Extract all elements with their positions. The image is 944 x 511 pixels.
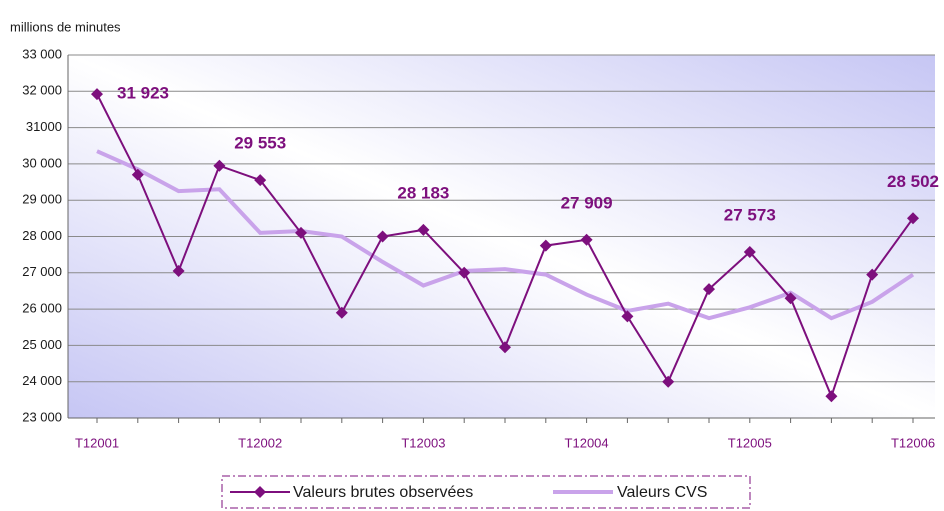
- y-tick-label: 26 000: [22, 301, 62, 316]
- y-tick-label: 33 000: [22, 46, 62, 61]
- legend-label: Valeurs brutes observées: [293, 484, 473, 501]
- legend-marker: [254, 486, 266, 498]
- marker: [703, 283, 715, 296]
- y-tick-label: 29 000: [22, 192, 62, 207]
- data-label: 31 923: [117, 84, 169, 103]
- data-label: 29 553: [234, 134, 286, 153]
- data-label: 28 183: [397, 183, 449, 202]
- marker: [417, 223, 430, 236]
- y-tick-label: 32 000: [22, 83, 62, 98]
- x-tick-label: T12002: [238, 435, 282, 450]
- marker: [91, 88, 103, 101]
- data-label: 27 573: [724, 205, 776, 224]
- marker: [662, 375, 675, 388]
- marker: [743, 246, 756, 259]
- x-tick-label: T12005: [728, 435, 772, 450]
- marker: [376, 230, 389, 243]
- marker: [580, 233, 593, 246]
- legend-box: [221, 475, 751, 509]
- marker: [784, 292, 797, 305]
- x-tick-label: T12004: [565, 435, 609, 450]
- marker: [499, 341, 511, 354]
- y-tick-label: 24 000: [22, 373, 62, 388]
- x-tick-label: T12006: [891, 435, 935, 450]
- marker: [254, 174, 267, 187]
- marker: [172, 264, 185, 277]
- marker: [866, 268, 879, 281]
- y-tick-label: 25 000: [22, 337, 62, 352]
- cvs-line: [96, 149, 915, 321]
- marker: [825, 390, 838, 403]
- marker: [458, 266, 471, 279]
- data-label: 28 502: [887, 172, 939, 191]
- marker: [907, 212, 919, 225]
- y-tick-label: 23 000: [22, 409, 62, 424]
- y-tick-label: 30 000: [22, 155, 62, 170]
- marker: [131, 168, 144, 181]
- y-tick-label: 31000: [26, 119, 62, 134]
- x-tick-label: T12001: [75, 435, 119, 450]
- y-tick-label: 27 000: [22, 264, 62, 279]
- legend-label: Valeurs CVS: [617, 484, 707, 501]
- data-label: 27 909: [561, 193, 613, 212]
- marker: [335, 306, 348, 319]
- y-tick-label: 28 000: [22, 228, 62, 243]
- y-axis-label: millions de minutes: [10, 19, 121, 34]
- marker: [295, 226, 307, 239]
- marker: [539, 239, 552, 252]
- marker: [213, 159, 226, 172]
- marker: [621, 310, 634, 323]
- x-tick-label: T12003: [401, 435, 445, 450]
